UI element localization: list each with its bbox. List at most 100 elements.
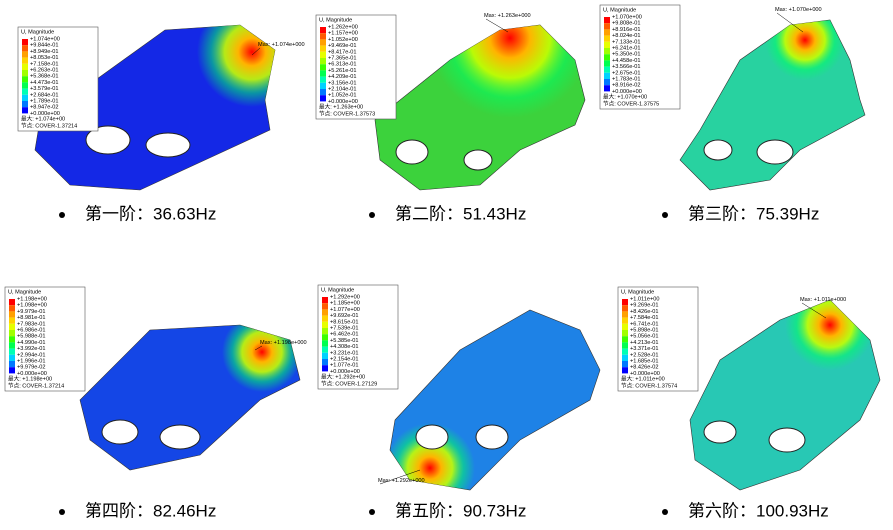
legend-swatch <box>22 39 28 46</box>
legend-swatch <box>22 94 28 101</box>
legend-box <box>17 26 99 132</box>
legend-box <box>4 286 86 392</box>
caption: 第六阶：100.93Hz <box>688 501 829 520</box>
legend-swatch <box>320 39 326 46</box>
legend-title: U, Magnitude <box>319 17 352 23</box>
legend-value: +6.263e-01 <box>30 67 58 73</box>
legend-max: 最大: +1.074e+00 <box>21 114 65 122</box>
legend-swatch <box>622 354 628 361</box>
legend-swatch <box>22 45 28 52</box>
legend-swatch <box>9 361 15 368</box>
legend-value: +8.615e-01 <box>330 319 358 325</box>
legend-swatch <box>320 58 326 65</box>
legend-value: +4.308e-01 <box>330 344 358 350</box>
bullet <box>369 212 375 218</box>
legend-value: +3.156e-01 <box>328 80 356 86</box>
bullet <box>662 212 668 218</box>
hole <box>475 424 509 450</box>
max-label: Max: +1.263e+000 <box>484 13 531 19</box>
legend-value: +1.185e+00 <box>330 301 360 307</box>
legend-swatch <box>604 17 610 24</box>
legend-value: +4.213e-01 <box>630 340 658 346</box>
max-leader <box>776 12 804 33</box>
hole <box>159 424 201 450</box>
mode-panel: Max: +1.011e+000 U, Magnitude+1.011e+00+9… <box>617 286 881 520</box>
caption: 第二阶：51.43Hz <box>395 204 526 223</box>
legend-swatch <box>320 45 326 52</box>
plate-hotspot <box>680 20 865 190</box>
legend-swatch <box>22 82 28 89</box>
legend-swatch <box>9 311 15 318</box>
legend-value: +6.462e-01 <box>330 332 358 338</box>
legend-value: +0.000e+00 <box>612 89 642 95</box>
legend-swatch <box>22 101 28 108</box>
max-leader <box>251 47 261 56</box>
legend-value: +1.198e+00 <box>17 296 47 302</box>
legend-value: +8.426e-02 <box>630 365 658 371</box>
legend-value: +2.994e-01 <box>17 352 45 358</box>
legend-swatch <box>322 297 328 304</box>
legend-value: +2.684e-01 <box>30 92 58 98</box>
legend-max: 最大: +1.198e+00 <box>8 374 52 382</box>
legend-value: +1.292e+00 <box>330 294 360 300</box>
legend-value: +6.741e-01 <box>630 321 658 327</box>
legend-swatch <box>622 317 628 324</box>
bullet <box>662 509 668 515</box>
legend-swatch <box>9 348 15 355</box>
hole <box>768 427 806 453</box>
bullet <box>59 509 65 515</box>
legend-max: 最大: +1.292e+00 <box>321 372 365 380</box>
legend-swatch <box>322 352 328 359</box>
legend-swatch <box>320 27 326 34</box>
legend-swatch <box>604 66 610 73</box>
legend-swatch <box>322 359 328 366</box>
legend-value: +1.996e-01 <box>17 358 45 364</box>
legend-value: +0.000e+00 <box>328 99 358 105</box>
mode-panel: Max: +1.074e+000 U, Magnitude+1.074e+00+9… <box>17 24 305 223</box>
legend-value: +7.983e-01 <box>17 321 45 327</box>
legend-value: +7.539e-01 <box>330 325 358 331</box>
legend-swatch <box>604 29 610 36</box>
hole <box>415 424 449 450</box>
legend-value: +5.988e-01 <box>17 334 45 340</box>
legend-value: +8.417e-01 <box>328 49 356 55</box>
hole <box>463 149 493 171</box>
legend-swatch <box>320 76 326 83</box>
legend-value: +4.990e-01 <box>17 340 45 346</box>
plate-hotspot <box>690 300 880 490</box>
legend-swatch <box>320 51 326 58</box>
legend-swatch <box>622 299 628 306</box>
legend-max: 最大: +1.263e+00 <box>319 102 363 110</box>
legend-node: 节点: COVER-1.27129 <box>321 379 377 387</box>
legend-swatch <box>322 328 328 335</box>
legend-value: +9.979e-02 <box>17 365 45 371</box>
legend-swatch <box>604 79 610 86</box>
hole <box>101 419 139 445</box>
legend-swatch <box>604 23 610 30</box>
hole <box>395 139 429 165</box>
legend-swatch <box>322 303 328 310</box>
legend-swatch <box>604 41 610 48</box>
legend-value: +3.992e-01 <box>17 346 45 352</box>
legend-value: +8.916e-02 <box>612 83 640 89</box>
legend-value: +1.098e+00 <box>17 303 47 309</box>
legend-value: +1.077e+00 <box>330 307 360 313</box>
legend-box <box>315 14 397 120</box>
legend-value: +4.473e-01 <box>30 80 58 86</box>
max-label: Max: +1.011e+000 <box>800 297 846 303</box>
legend-swatch <box>9 342 15 349</box>
legend-value: +9.844e-01 <box>30 43 58 49</box>
legend-value: +7.365e-01 <box>328 55 356 61</box>
legend-swatch <box>322 315 328 322</box>
legend-value: +3.371e-01 <box>630 346 658 352</box>
legend-value: +1.685e-01 <box>630 358 658 364</box>
max-label: Max: +1.074e+000 <box>258 42 305 48</box>
legend-value: +9.469e-01 <box>328 43 356 49</box>
legend-value: +1.052e-01 <box>328 93 356 99</box>
legend-value: +5.056e-01 <box>630 334 658 340</box>
legend-node: 节点: COVER-1.37214 <box>21 121 77 129</box>
legend-value: +1.070e+00 <box>612 14 642 20</box>
